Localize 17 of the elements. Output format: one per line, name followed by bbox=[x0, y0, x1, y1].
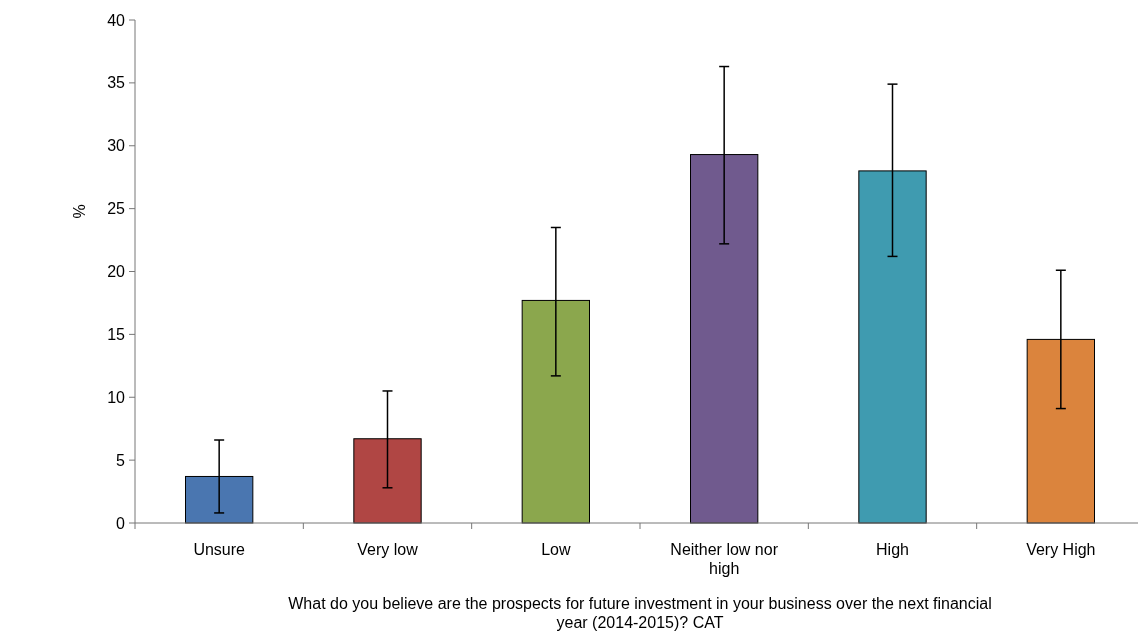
x-axis-title: What do you believe are the prospects for future investment in your business over the next financial year (2014-2015)? CAT bbox=[288, 595, 992, 632]
y-tick-label: 5 bbox=[116, 451, 126, 469]
y-tick-label: 30 bbox=[107, 137, 126, 155]
x-tick-label: Low bbox=[541, 541, 571, 558]
x-tick-label: Very High bbox=[1026, 541, 1096, 558]
y-tick-label: 10 bbox=[107, 388, 126, 406]
y-tick-label: 0 bbox=[116, 514, 126, 532]
y-tick-label: 40 bbox=[107, 11, 126, 29]
y-tick-label: 35 bbox=[107, 74, 126, 92]
x-tick-label: Unsure bbox=[193, 541, 246, 558]
y-tick-label: 20 bbox=[107, 263, 126, 281]
y-tick-label: 15 bbox=[107, 325, 126, 343]
x-tick-label: Very low bbox=[357, 541, 419, 558]
x-tick-label: Neither low nor high bbox=[670, 541, 779, 578]
x-tick-label: High bbox=[876, 541, 909, 558]
y-axis-title: % bbox=[71, 204, 88, 219]
y-tick-label: 25 bbox=[107, 200, 126, 218]
